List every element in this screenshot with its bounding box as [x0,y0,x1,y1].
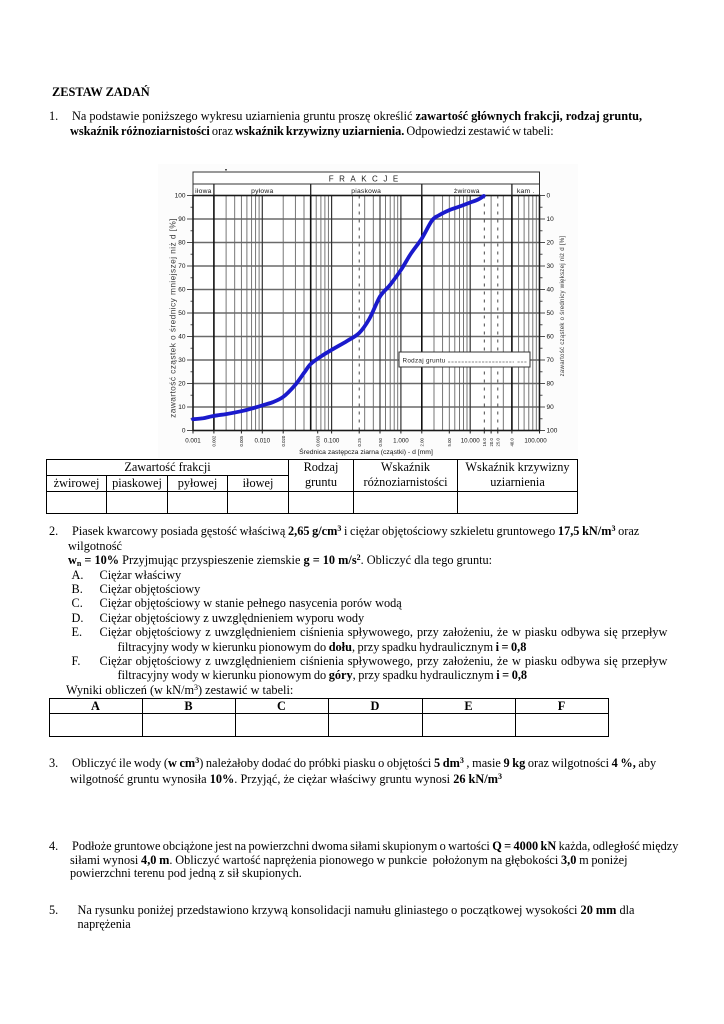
svg-text:Średnica zastępcza ziarna (czą: Średnica zastępcza ziarna (cząstki) - d … [299,447,433,456]
svg-text:pyłowa: pyłowa [251,188,273,195]
svg-text:0.010: 0.010 [255,438,271,445]
svg-text:40: 40 [178,334,186,341]
svg-text:10.000: 10.000 [461,438,480,445]
svg-text:16.0: 16.0 [482,438,487,447]
svg-text:20: 20 [178,381,186,388]
svg-text:0: 0 [547,193,551,200]
svg-text:80: 80 [178,240,186,247]
svg-text:piaskowa: piaskowa [351,188,381,195]
svg-text:80: 80 [547,381,555,388]
svg-text:kam .: kam . [517,188,535,195]
svg-text:30: 30 [547,263,555,270]
svg-text:0.063: 0.063 [316,435,321,446]
svg-text:0.25: 0.25 [357,438,362,447]
svg-text:70: 70 [178,263,186,270]
svg-text:60: 60 [178,287,186,294]
svg-text:0.002: 0.002 [212,435,217,446]
svg-text:0.020: 0.020 [281,435,286,446]
svg-text:2.00: 2.00 [420,438,425,447]
svg-text:50: 50 [178,310,186,317]
svg-text:1.000: 1.000 [393,438,409,445]
svg-text:60: 60 [547,334,555,341]
svg-text:żwirowa: żwirowa [454,188,480,195]
svg-text:0.50: 0.50 [378,438,383,447]
svg-text:100.000: 100.000 [524,438,547,445]
svg-text:90: 90 [178,216,186,223]
svg-text:40.0: 40.0 [510,438,515,447]
svg-text:FRAKCJE: FRAKCJE [329,175,404,184]
svg-text:zawartość cząstek o średnicy m: zawartość cząstek o średnicy mniejszej n… [168,218,178,418]
svg-text:Rodzaj gruntu: Rodzaj gruntu [403,357,446,364]
svg-text:10: 10 [547,216,555,223]
svg-text:70: 70 [547,357,555,364]
svg-text:40: 40 [547,287,555,294]
svg-text:10: 10 [178,404,186,411]
svg-text:25.0: 25.0 [496,438,501,447]
svg-text:zawartość cząstek o średnicy w: zawartość cząstek o średnicy większej ni… [559,236,566,377]
svg-text:5.00: 5.00 [447,438,452,447]
svg-text:100: 100 [547,428,558,435]
svg-text:30: 30 [178,357,186,364]
svg-text:0.100: 0.100 [324,438,340,445]
svg-text:20: 20 [547,240,555,247]
svg-text:0.005: 0.005 [239,435,244,446]
svg-text:90: 90 [547,404,555,411]
svg-text:iłowa: iłowa [195,188,212,195]
svg-text:0: 0 [182,428,186,435]
svg-text:100: 100 [175,193,186,200]
svg-text:20.0: 20.0 [489,438,494,447]
svg-text:0.001: 0.001 [185,438,201,445]
svg-text:50: 50 [547,310,555,317]
